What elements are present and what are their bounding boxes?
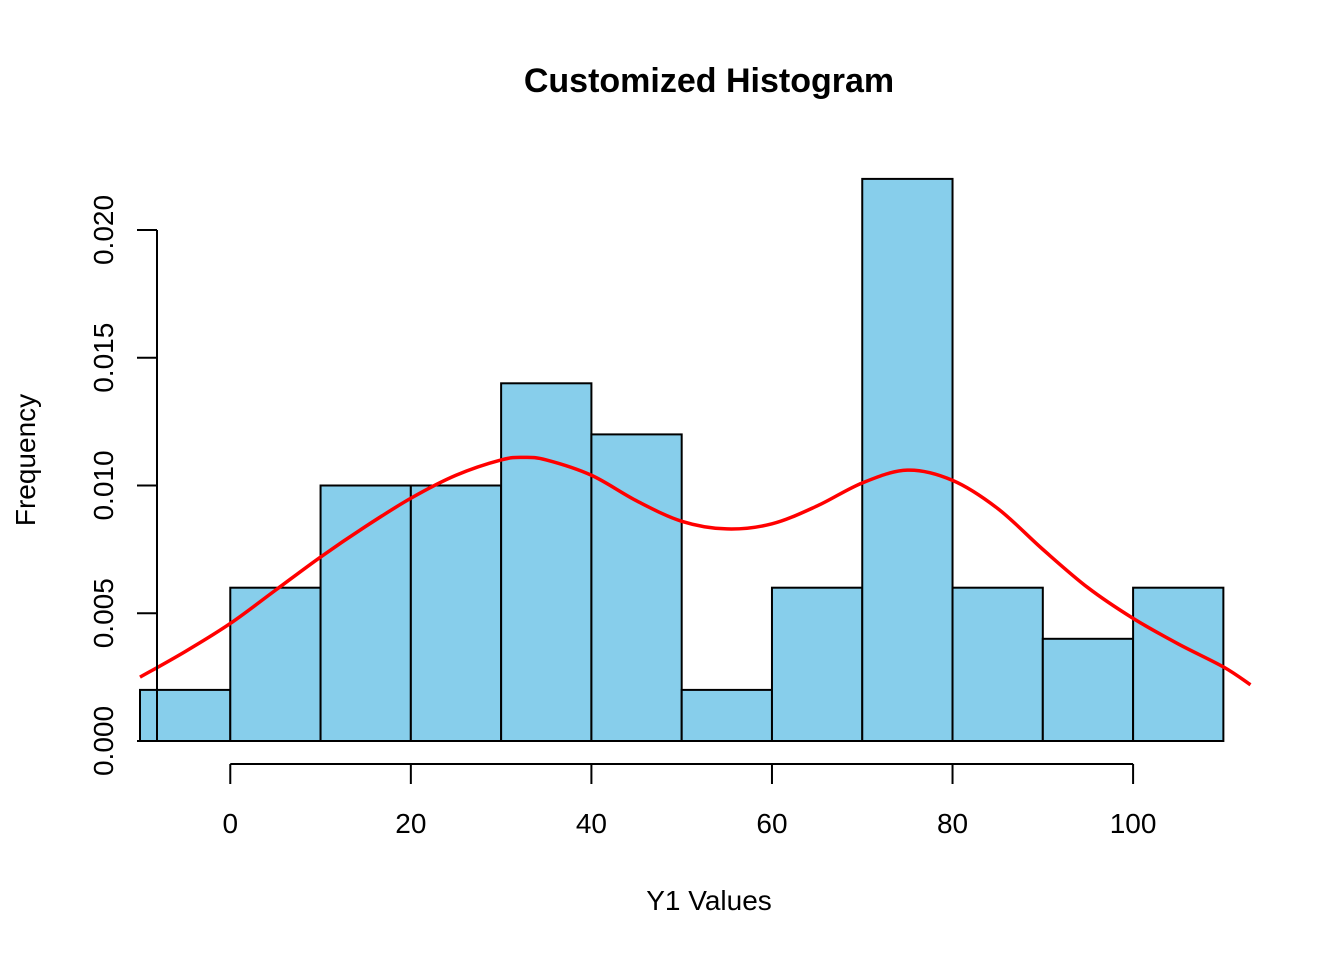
y-tick-label: 0.005 bbox=[88, 578, 119, 648]
y-tick-label: 0.000 bbox=[88, 706, 119, 776]
histogram-bar bbox=[139, 688, 232, 743]
x-tick-label: 40 bbox=[576, 808, 607, 839]
histogram-bar bbox=[1041, 637, 1135, 742]
x-tick-label: 80 bbox=[937, 808, 968, 839]
histogram-bar bbox=[770, 586, 864, 743]
density-layer bbox=[139, 455, 1252, 687]
bars-layer bbox=[139, 177, 1225, 743]
histogram-bar bbox=[861, 177, 954, 742]
histogram-bar bbox=[409, 484, 503, 742]
y-tick-label: 0.010 bbox=[88, 450, 119, 520]
histogram-bar bbox=[590, 433, 683, 742]
x-tick-label: 20 bbox=[395, 808, 426, 839]
histogram-bar bbox=[680, 688, 773, 743]
x-axis: 0 20 40 60 80 100 bbox=[222, 763, 1157, 839]
histogram-bar bbox=[319, 484, 412, 742]
x-tick-label: 60 bbox=[756, 808, 787, 839]
x-axis-label: Y1 Values bbox=[646, 885, 772, 916]
histogram-bar bbox=[500, 382, 593, 742]
y-axis-label: Frequency bbox=[10, 394, 41, 526]
histogram-bar bbox=[1132, 586, 1225, 743]
x-tick-label: 100 bbox=[1110, 808, 1157, 839]
y-tick-label: 0.015 bbox=[88, 323, 119, 393]
density-curve bbox=[139, 455, 1252, 687]
chart-title: Customized Histogram bbox=[524, 62, 894, 100]
histogram-bar bbox=[229, 586, 322, 743]
x-tick-label: 0 bbox=[222, 808, 238, 839]
y-tick-label: 0.020 bbox=[88, 195, 119, 265]
y-axis: 0.000 0.005 0.010 0.015 0.020 bbox=[88, 195, 158, 776]
histogram-bar bbox=[951, 586, 1044, 743]
